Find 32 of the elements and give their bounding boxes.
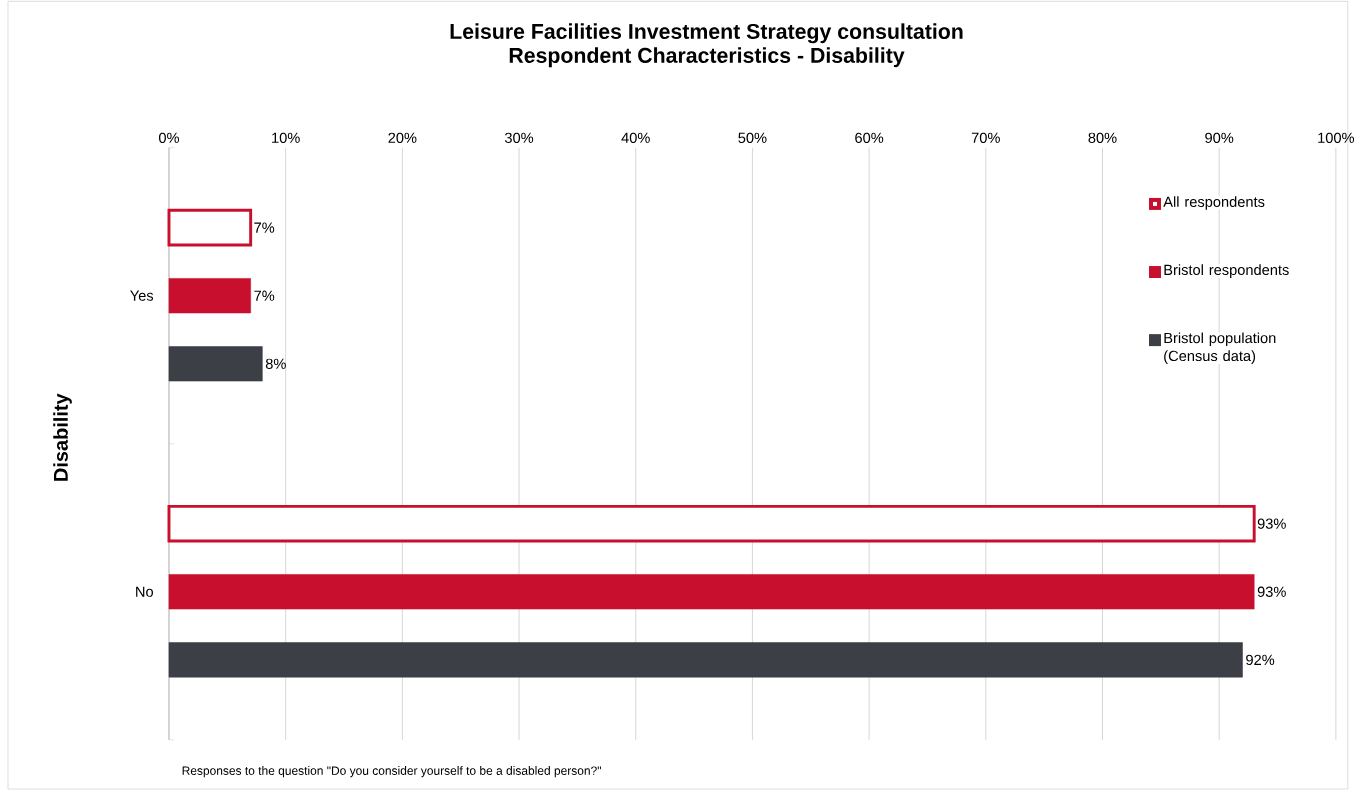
data-label: 8% xyxy=(265,358,286,369)
x-tick-label: 80% xyxy=(1088,132,1117,143)
text: Responses to the question "Do you consider yourself to be a disabled person?" xyxy=(182,765,601,778)
legend-label: All respondents xyxy=(1163,196,1265,210)
x-tick-label: 100% xyxy=(1318,132,1355,143)
bar xyxy=(168,642,1243,678)
y-tick-label: No xyxy=(136,586,154,597)
bar xyxy=(167,504,1256,543)
data-label: 93% xyxy=(1257,586,1286,597)
data-label: 7% xyxy=(254,222,275,233)
bar xyxy=(168,277,251,314)
x-tick-label: 70% xyxy=(971,132,1000,143)
x-tick-label: 0% xyxy=(158,132,180,143)
legend-label: Bristol respondents xyxy=(1164,264,1289,278)
chart-title: Leisure Facilities Investment Strategy consultation xyxy=(450,23,963,44)
data-label: 92% xyxy=(1246,654,1275,665)
y-tick-label: Yes xyxy=(130,290,154,301)
x-tick-label: 30% xyxy=(504,132,534,143)
y-axis-title: Disability xyxy=(53,393,72,481)
legend-label: Bristol population (Census data) xyxy=(1164,332,1276,364)
x-tick-label: 50% xyxy=(738,132,767,143)
x-tick-label: 10% xyxy=(272,132,300,143)
x-tick-label: 40% xyxy=(621,132,650,143)
bar xyxy=(167,208,253,247)
bar xyxy=(168,346,263,382)
chart-subtitle: Respondent Characteristics - Disability xyxy=(509,47,905,67)
data-label: 7% xyxy=(254,290,275,301)
data-label: 93% xyxy=(1257,518,1286,529)
x-tick-label: 60% xyxy=(855,132,884,143)
bar xyxy=(168,574,1255,610)
x-tick-label: 90% xyxy=(1205,132,1234,143)
x-tick-label: 20% xyxy=(388,132,417,143)
